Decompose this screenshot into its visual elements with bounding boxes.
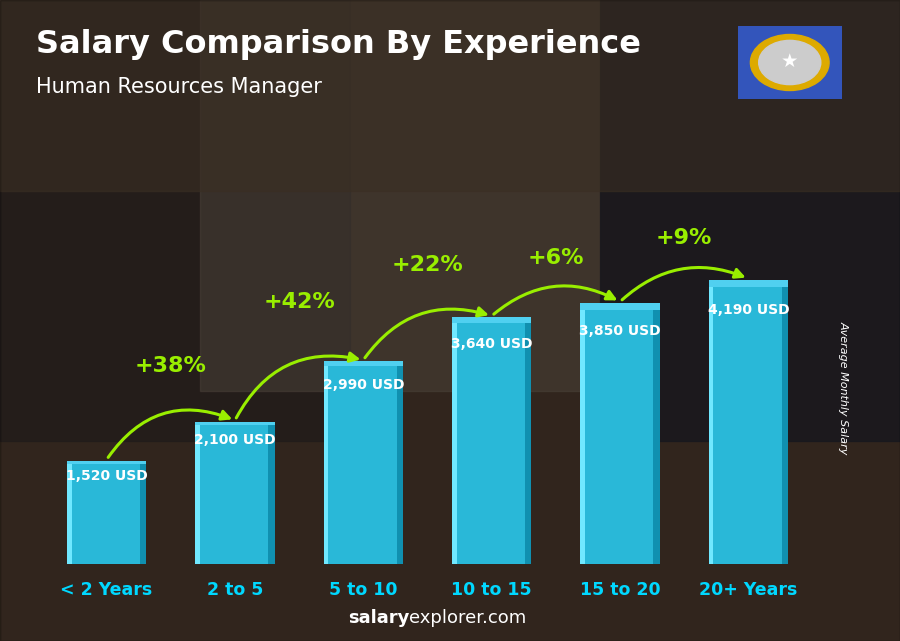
Text: +38%: +38%	[135, 356, 207, 376]
Bar	[67, 461, 147, 564]
Bar	[782, 280, 788, 564]
Bar	[0, 0, 350, 441]
Text: 3,850 USD: 3,850 USD	[580, 324, 661, 338]
Text: 4,190 USD: 4,190 USD	[707, 303, 789, 317]
Bar	[525, 317, 532, 564]
Text: Average Monthly Salary: Average Monthly Salary	[839, 321, 849, 454]
Text: salary: salary	[348, 609, 410, 627]
Text: 2,990 USD: 2,990 USD	[322, 378, 404, 392]
Text: +6%: +6%	[527, 248, 584, 268]
Circle shape	[751, 35, 829, 90]
Bar	[708, 280, 788, 564]
Bar	[195, 422, 274, 564]
Text: 1,520 USD: 1,520 USD	[66, 469, 148, 483]
Text: 3,640 USD: 3,640 USD	[451, 337, 533, 351]
Text: Human Resources Manager: Human Resources Manager	[36, 77, 322, 97]
Text: +22%: +22%	[392, 255, 464, 275]
Bar	[600, 0, 900, 441]
Circle shape	[759, 40, 821, 85]
Bar	[200, 0, 600, 391]
Bar	[140, 461, 147, 564]
Bar	[580, 303, 585, 564]
Bar	[0, 0, 900, 191]
Bar	[323, 362, 328, 564]
Text: explorer.com: explorer.com	[410, 609, 526, 627]
Bar	[708, 280, 788, 287]
Bar	[195, 422, 200, 564]
Text: Salary Comparison By Experience: Salary Comparison By Experience	[36, 29, 641, 60]
Bar	[268, 422, 274, 564]
Bar	[397, 362, 403, 564]
Bar	[580, 303, 660, 310]
Bar	[653, 303, 660, 564]
Bar	[580, 303, 660, 564]
Bar	[452, 317, 456, 564]
Text: +9%: +9%	[656, 228, 713, 248]
Text: ★: ★	[781, 51, 798, 71]
Bar	[452, 317, 532, 324]
Bar	[67, 461, 72, 564]
Text: 2,100 USD: 2,100 USD	[194, 433, 275, 447]
Bar	[67, 461, 147, 463]
Bar	[452, 317, 532, 564]
Text: +42%: +42%	[264, 292, 335, 312]
Bar	[323, 362, 403, 367]
Bar	[708, 280, 714, 564]
Bar	[323, 362, 403, 564]
Bar	[195, 422, 274, 425]
